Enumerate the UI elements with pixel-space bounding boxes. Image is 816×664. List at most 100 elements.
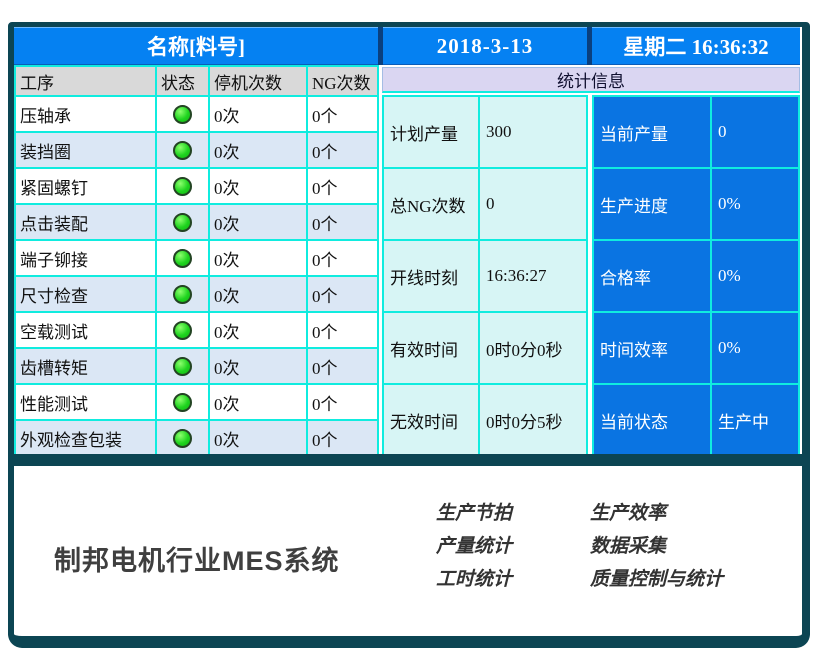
- process-rows: 压轴承 0次 0个 装挡圈 0次 0个 紧固螺钉 0次 0个 点击装配 0次 0个 端子铆接 0次 0个 尺寸…: [16, 95, 377, 455]
- process-row: 点击装配 0次 0个: [16, 203, 377, 239]
- process-table: 工序 状态 停机次数 NG次数 压轴承 0次 0个 装挡圈 0次 0个 紧固螺钉 0次 0个 点击…: [14, 65, 379, 457]
- feature-item: 产量统计: [436, 536, 513, 557]
- status-light-green-icon: [173, 356, 192, 376]
- product-name-header: 名称[料号]: [14, 27, 378, 65]
- stat-value: 0%: [712, 169, 798, 239]
- process-stop-count: 0次: [210, 133, 308, 167]
- column-header-stops: 停机次数: [210, 67, 308, 95]
- feature-column-2: 生产效率 数据采集 质量控制与统计: [590, 497, 723, 596]
- stats-left-grid: 计划产量 300 总NG次数 0 开线时刻 16:36:27 有效时间 0时0分0秒 无效时间 0…: [382, 95, 588, 457]
- stats-row-right: 当前产量 0: [594, 97, 798, 167]
- process-row: 端子铆接 0次 0个: [16, 239, 377, 275]
- process-stop-count: 0次: [210, 313, 308, 347]
- process-name: 尺寸检查: [16, 277, 157, 311]
- process-status-cell: [157, 133, 210, 167]
- process-row: 齿槽转矩 0次 0个: [16, 347, 377, 383]
- process-stop-count: 0次: [210, 277, 308, 311]
- feature-item: 质量控制与统计: [590, 569, 724, 590]
- process-row: 外观检查包装 0次 0个: [16, 419, 377, 455]
- feature-item: 生产效率: [590, 503, 667, 524]
- process-status-cell: [157, 349, 210, 383]
- process-name: 外观检查包装: [16, 421, 157, 455]
- stat-value: 300: [480, 97, 586, 167]
- process-status-cell: [157, 205, 210, 239]
- stats-row-left: 无效时间 0时0分5秒: [384, 385, 586, 455]
- process-row: 装挡圈 0次 0个: [16, 131, 377, 167]
- status-light-green-icon: [173, 392, 192, 412]
- stat-label: 无效时间: [384, 385, 478, 455]
- stat-label: 生产进度: [594, 169, 710, 239]
- stat-label: 当前状态: [594, 385, 710, 455]
- stat-value: 0: [712, 97, 798, 167]
- stats-row-right: 当前状态 生产中: [594, 385, 798, 455]
- feature-item: 工时统计: [436, 569, 513, 590]
- brand-title: 制邦电机行业MES系统: [54, 546, 340, 576]
- stats-right-grid: 当前产量 0 生产进度 0% 合格率 0% 时间效率 0% 当前状态 生产中: [592, 95, 800, 457]
- weekday-time-header: 星期二 16:36:32: [592, 27, 800, 65]
- process-name: 紧固螺钉: [16, 169, 157, 203]
- stat-value: 16:36:27: [480, 241, 586, 311]
- stat-label: 时间效率: [594, 313, 710, 383]
- stat-value: 0%: [712, 241, 798, 311]
- stat-value: 0: [480, 169, 586, 239]
- process-ng-count: 0个: [308, 97, 377, 131]
- status-light-green-icon: [173, 248, 192, 268]
- process-status-cell: [157, 97, 210, 131]
- process-status-cell: [157, 277, 210, 311]
- feature-list: 生产节拍产量统计工时统计 生产效率 数据采集 质量控制与统计: [436, 497, 723, 596]
- process-status-cell: [157, 421, 210, 455]
- section-divider: [8, 454, 808, 466]
- status-light-green-icon: [173, 104, 192, 124]
- process-ng-count: 0个: [308, 277, 377, 311]
- stats-row-left: 有效时间 0时0分0秒: [384, 313, 586, 383]
- process-status-cell: [157, 313, 210, 347]
- status-light-green-icon: [173, 284, 192, 304]
- process-ng-count: 0个: [308, 169, 377, 203]
- status-light-green-icon: [173, 428, 192, 448]
- process-row: 空载测试 0次 0个: [16, 311, 377, 347]
- stat-label: 合格率: [594, 241, 710, 311]
- process-name: 装挡圈: [16, 133, 157, 167]
- process-ng-count: 0个: [308, 421, 377, 455]
- stat-label: 计划产量: [384, 97, 478, 167]
- process-ng-count: 0个: [308, 133, 377, 167]
- process-row: 紧固螺钉 0次 0个: [16, 167, 377, 203]
- stats-title-bar: 统计信息: [382, 67, 800, 93]
- process-row: 尺寸检查 0次 0个: [16, 275, 377, 311]
- stats-row-right: 生产进度 0%: [594, 169, 798, 239]
- stats-row-right: 时间效率 0%: [594, 313, 798, 383]
- process-stop-count: 0次: [210, 385, 308, 419]
- stats-row-left: 总NG次数 0: [384, 169, 586, 239]
- column-header-status: 状态: [157, 67, 210, 95]
- process-name: 空载测试: [16, 313, 157, 347]
- process-table-header: 工序 状态 停机次数 NG次数: [16, 67, 377, 95]
- process-name: 齿槽转矩: [16, 349, 157, 383]
- stat-value: 0时0分0秒: [480, 313, 586, 383]
- process-name: 压轴承: [16, 97, 157, 131]
- stat-label: 当前产量: [594, 97, 710, 167]
- dashboard-inner: 名称[料号] 2018-3-13 星期二 16:36:32 工序 状态 停机次数…: [8, 27, 808, 636]
- stats-row-right: 合格率 0%: [594, 241, 798, 311]
- process-status-cell: [157, 169, 210, 203]
- status-light-green-icon: [173, 320, 192, 340]
- stat-value: 生产中: [712, 385, 798, 455]
- feature-item: 生产节拍: [436, 503, 513, 524]
- column-header-ng: NG次数: [308, 67, 377, 95]
- dashboard-frame: 名称[料号] 2018-3-13 星期二 16:36:32 工序 状态 停机次数…: [8, 22, 810, 648]
- process-row: 性能测试 0次 0个: [16, 383, 377, 419]
- stats-row-left: 计划产量 300: [384, 97, 586, 167]
- stat-label: 总NG次数: [384, 169, 478, 239]
- process-status-cell: [157, 241, 210, 275]
- process-name: 性能测试: [16, 385, 157, 419]
- stat-value: 0时0分5秒: [480, 385, 586, 455]
- process-stop-count: 0次: [210, 169, 308, 203]
- process-stop-count: 0次: [210, 205, 308, 239]
- process-ng-count: 0个: [308, 385, 377, 419]
- process-stop-count: 0次: [210, 97, 308, 131]
- status-light-green-icon: [173, 176, 192, 196]
- stats-row-left: 开线时刻 16:36:27: [384, 241, 586, 311]
- process-ng-count: 0个: [308, 241, 377, 275]
- process-name: 点击装配: [16, 205, 157, 239]
- status-light-green-icon: [173, 212, 192, 232]
